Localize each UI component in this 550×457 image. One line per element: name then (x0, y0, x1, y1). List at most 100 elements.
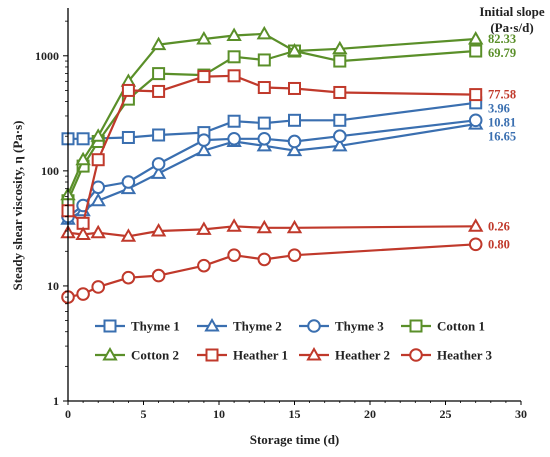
legend-label: Thyme 2 (233, 319, 282, 334)
data-point-cotton-2 (75, 151, 91, 166)
data-point-thyme-3 (91, 180, 105, 195)
legend-marker (103, 319, 117, 333)
legend-item-heather-1: Heather 1 (197, 348, 288, 363)
legend-item-cotton-1: Cotton 1 (401, 319, 485, 334)
data-point-cotton-1 (152, 67, 166, 81)
data-point-heather-1 (152, 84, 166, 98)
data-point-heather-3 (287, 248, 302, 262)
data-point-cotton-1 (227, 50, 241, 64)
data-point-heather-2 (120, 228, 137, 242)
data-point-heather-2 (90, 224, 106, 239)
data-point-thyme-1 (121, 130, 135, 144)
data-point-thyme-3 (287, 134, 302, 149)
data-point-heather-1 (227, 69, 241, 83)
data-point-thyme-1 (257, 116, 271, 130)
data-point-heather-2 (256, 219, 273, 234)
data-point-heather-2 (75, 226, 91, 240)
legend: Thyme 1 Thyme 2 Thyme 3 Cotton 1 Cotton 2 Hea… (95, 318, 492, 363)
data-point-heather-3 (197, 258, 211, 273)
legend-label: Cotton 1 (437, 319, 485, 334)
slope-title-line-2: (Pa·s/d) (490, 20, 533, 35)
legend-marker (102, 347, 118, 361)
data-point-cotton-2 (332, 40, 348, 55)
legend-marker (409, 348, 423, 362)
data-point-cotton-1 (333, 54, 347, 68)
legend-label: Thyme 3 (335, 319, 384, 334)
data-point-cotton-2 (226, 27, 242, 42)
x-tick-label: 5 (141, 407, 147, 421)
y-tick-label: 1000 (35, 49, 59, 63)
data-point-thyme-1 (333, 113, 347, 127)
series-line-heather-2 (67, 225, 476, 238)
data-point-thyme-2 (90, 192, 106, 207)
series-line-heather-3 (67, 243, 476, 299)
data-point-heather-1 (333, 85, 347, 99)
slope-label-cotton-2: 82.33 (488, 32, 516, 46)
data-point-heather-2 (467, 218, 484, 232)
data-point-thyme-1 (76, 132, 90, 146)
data-point-thyme-1 (288, 113, 301, 127)
y-tick-label: 10 (47, 279, 59, 293)
data-point-cotton-2 (467, 30, 484, 45)
data-point-heather-1 (197, 70, 211, 84)
data-point-heather-1 (91, 153, 105, 167)
data-point-thyme-1 (227, 114, 241, 128)
series-line-thyme-1 (68, 101, 476, 140)
slope-label-thyme-3: 10.81 (488, 116, 516, 130)
x-tick-label: 20 (364, 407, 376, 421)
data-point-cotton-1 (257, 53, 271, 67)
data-point-thyme-3 (257, 131, 272, 146)
data-point-heather-3 (91, 280, 105, 294)
y-tick-label: 100 (41, 164, 59, 178)
data-point-cotton-1 (469, 44, 483, 58)
data-point-heather-1 (469, 88, 483, 102)
y-axis-title: Steady shear viscosity, η (Pa·s) (10, 120, 25, 290)
legend-item-thyme-2: Thyme 2 (197, 318, 282, 334)
data-point-thyme-3 (121, 175, 136, 189)
data-point-cotton-2 (196, 30, 212, 45)
data-point-thyme-3 (333, 129, 347, 144)
legend-label: Thyme 1 (131, 319, 180, 334)
data-point-heather-2 (226, 218, 242, 232)
data-point-heather-3 (257, 252, 272, 267)
data-point-heather-2 (150, 223, 167, 237)
y-tick-label: 1 (53, 394, 59, 408)
slope-label-cotton-1: 69.79 (488, 46, 516, 60)
legend-marker (205, 348, 219, 362)
data-point-thyme-2 (332, 137, 348, 152)
data-point-heather-2 (196, 221, 212, 235)
legend-item-thyme-1: Thyme 1 (95, 319, 180, 334)
data-point-heather-3 (227, 248, 241, 262)
x-tick-label: 10 (213, 407, 225, 421)
data-point-thyme-3 (151, 157, 166, 171)
data-point-heather-1 (288, 81, 301, 95)
data-point-thyme-2 (286, 142, 303, 157)
slope-title-line-1: Initial slope (479, 4, 545, 19)
series-cotton-2 (60, 25, 484, 201)
legend-item-thyme-3: Thyme 3 (299, 319, 384, 334)
series-thyme-3 (61, 113, 483, 224)
legend-marker (306, 347, 322, 361)
data-point-cotton-2 (256, 25, 273, 40)
data-point-thyme-3 (468, 113, 483, 128)
legend-label: Cotton 2 (131, 348, 179, 363)
plot-layer (60, 25, 484, 304)
slope-label-heather-2: 0.26 (488, 219, 510, 233)
x-tick-label: 15 (289, 407, 301, 421)
axis-layer: 0 5 10 15 20 25 30 1 10 100 1000 Storage time (d) St… (10, 8, 527, 447)
legend-marker (307, 319, 321, 333)
data-point-thyme-3 (197, 133, 211, 147)
slope-label-thyme-2: 16.65 (488, 130, 516, 144)
legend-label: Heather 1 (233, 348, 288, 363)
data-point-heather-3 (468, 237, 483, 252)
data-point-heather-1 (257, 81, 271, 95)
data-point-thyme-2 (150, 165, 167, 179)
legend-label: Heather 2 (335, 348, 390, 363)
slope-label-heather-3: 0.80 (488, 237, 510, 251)
legend-marker (409, 319, 423, 333)
data-point-heather-3 (76, 287, 90, 301)
data-point-thyme-1 (152, 128, 166, 142)
x-axis-title: Storage time (d) (250, 432, 340, 447)
